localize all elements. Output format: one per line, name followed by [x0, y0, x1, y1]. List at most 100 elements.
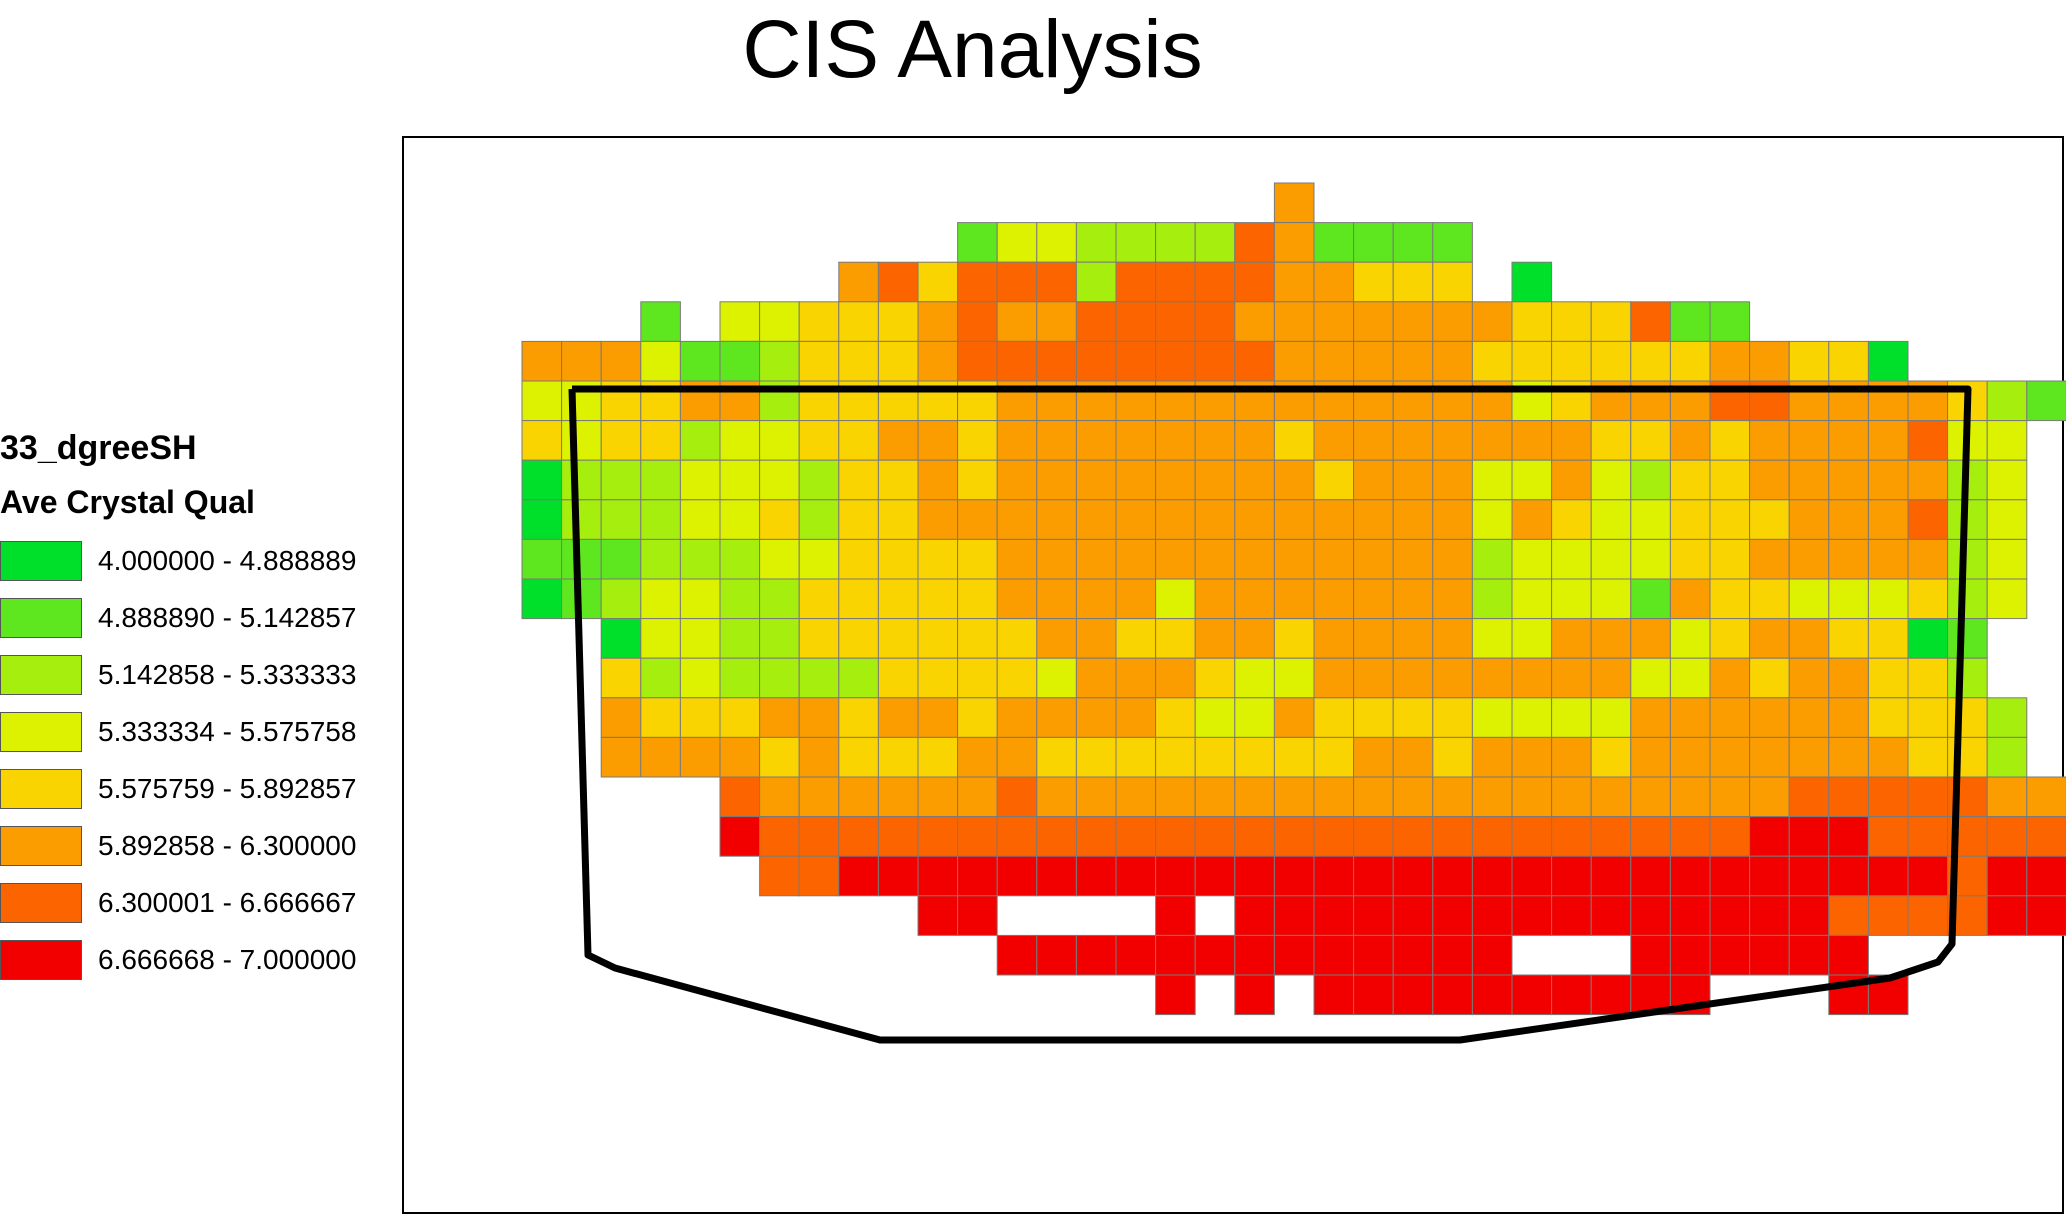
grid-cell [1313, 261, 1355, 303]
grid-cell [1630, 776, 1671, 818]
grid-cell [679, 459, 721, 501]
grid-cell [1273, 618, 1315, 659]
grid-cell [1551, 420, 1592, 461]
legend-label: 5.575759 - 5.892857 [98, 772, 357, 804]
grid-cell [1630, 618, 1671, 659]
grid-cell [1749, 895, 1790, 936]
grid-cell [1392, 459, 1434, 501]
grid-cell [1234, 816, 1275, 857]
grid-cell [1669, 776, 1711, 818]
grid-cell [679, 618, 721, 659]
grid-cell [1075, 420, 1117, 461]
grid-cell [1273, 895, 1315, 936]
grid-cell [1194, 934, 1236, 976]
grid-cell [1115, 538, 1157, 580]
grid-cell [1194, 340, 1236, 382]
grid-cell [1511, 895, 1553, 936]
grid-cell [1353, 420, 1394, 461]
grid-cell [1749, 420, 1790, 461]
grid-cell [1194, 301, 1236, 342]
legend-swatch [0, 711, 82, 752]
grid-cell [1907, 538, 1949, 580]
grid-cell [1867, 895, 1909, 936]
grid-cell [1075, 657, 1117, 699]
grid-cell [1471, 301, 1513, 342]
grid-cell [1155, 974, 1196, 1016]
grid-cell [1590, 538, 1632, 580]
grid-cell [1313, 538, 1355, 580]
grid-cell [1194, 499, 1236, 540]
grid-cell [759, 855, 800, 897]
grid-cell [1788, 934, 1830, 976]
grid-cell [1353, 459, 1394, 501]
grid-cell [1353, 776, 1394, 818]
grid-cell [1115, 340, 1157, 382]
grid-cell [1313, 657, 1355, 699]
grid-cell [1471, 934, 1513, 976]
grid-cell [1432, 340, 1473, 382]
grid-cell [1471, 499, 1513, 540]
grid-cell [719, 618, 761, 659]
grid-cell [1432, 261, 1473, 303]
grid-cell [1075, 736, 1117, 778]
grid-cell [996, 340, 1038, 382]
grid-cell [838, 301, 879, 342]
grid-cell [877, 261, 919, 303]
grid-cell [1115, 420, 1157, 461]
grid-cell [1392, 895, 1434, 936]
grid-cell [1353, 697, 1394, 738]
grid-cell [917, 261, 959, 303]
grid-cell [1551, 736, 1592, 778]
grid-cell [1392, 301, 1434, 342]
grid-cell [1630, 697, 1671, 738]
grid-cell [1471, 420, 1513, 461]
grid-cell [877, 816, 919, 857]
grid-cell [1986, 380, 2028, 422]
grid-cell [1669, 301, 1711, 342]
grid-cell [1669, 538, 1711, 580]
grid-cell [1155, 459, 1196, 501]
grid-cell [1234, 222, 1275, 263]
grid-cell [759, 657, 800, 699]
grid-cell [1234, 578, 1275, 620]
grid-cell [1788, 816, 1830, 857]
grid-cell [1986, 578, 2028, 620]
grid-cell [1392, 776, 1434, 818]
grid-cell [1867, 340, 1909, 382]
grid-cell [759, 697, 800, 738]
grid-cell [1273, 736, 1315, 778]
grid-cell [917, 736, 959, 778]
grid-cell [838, 736, 879, 778]
grid-cell [1273, 499, 1315, 540]
grid-cell [1075, 618, 1117, 659]
legend-swatch [0, 597, 82, 638]
grid-cell [1788, 340, 1830, 382]
grid-cell [917, 657, 959, 699]
legend-class-0: 4.000000 - 4.888889 [0, 532, 400, 589]
grid-cell [1511, 855, 1553, 897]
grid-cell [1630, 934, 1671, 976]
grid-cell [1273, 697, 1315, 738]
grid-cell [1828, 736, 1869, 778]
grid-cell [1392, 499, 1434, 540]
grid-cell [1511, 974, 1553, 1016]
grid-cell [1075, 855, 1117, 897]
legend-swatch [0, 654, 82, 695]
grid-cell [1867, 420, 1909, 461]
grid-cell [1669, 895, 1711, 936]
grid-cell [1867, 578, 1909, 620]
grid-cell [1590, 301, 1632, 342]
grid-cell [996, 934, 1038, 976]
grid-cell [640, 578, 681, 620]
grid-cell [957, 895, 998, 936]
grid-cell [1590, 340, 1632, 382]
grid-cell [1630, 736, 1671, 778]
grid-cell [1115, 776, 1157, 818]
grid-cell [1669, 340, 1711, 382]
grid-cell [877, 657, 919, 699]
grid-cell [600, 578, 642, 620]
grid-cell [759, 538, 800, 580]
grid-cell [1630, 301, 1671, 342]
legend-swatch [0, 825, 82, 866]
grid-cell [917, 301, 959, 342]
